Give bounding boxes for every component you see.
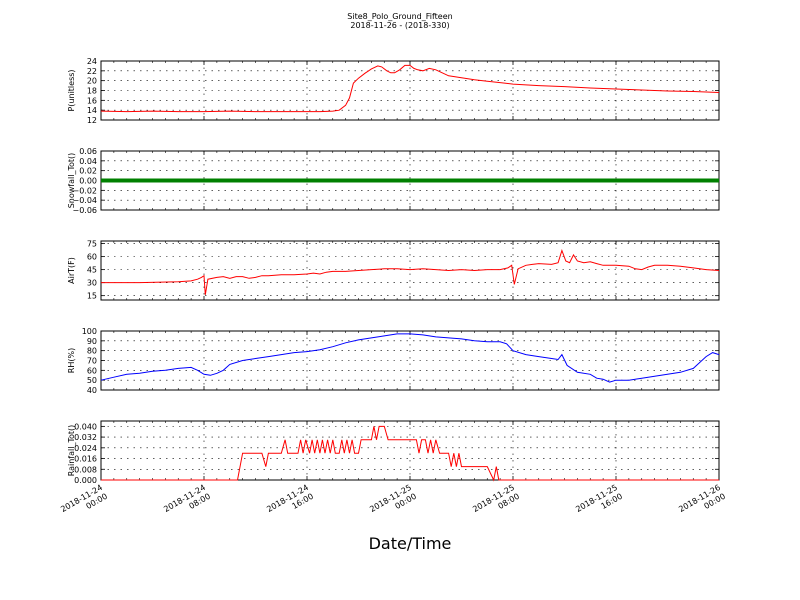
y-tick-label: 0.00: [79, 177, 97, 186]
y-tick-label: 20: [87, 77, 97, 86]
y-tick-label: 0.040: [74, 422, 97, 431]
y-tick-label: 0.016: [74, 455, 97, 464]
y-tick-label: 50: [87, 376, 97, 385]
x-tick-label: 2018-11-2500:00: [368, 483, 418, 523]
x-tick-label: 2018-11-2416:00: [265, 483, 315, 523]
y-tick-label: 80: [87, 347, 97, 356]
y-tick-label: 24: [87, 57, 97, 66]
y-tick-label: 0.02: [79, 167, 97, 176]
y-axis-label: P(unitless): [67, 69, 76, 111]
x-tick-label: 2018-11-2516:00: [574, 483, 624, 523]
y-axis-label: Snowfall_Tot(): [67, 153, 76, 209]
y-tick-label: 0.000: [74, 476, 97, 485]
chart-subtitle: 2018-11-26 - (2018-330): [350, 21, 450, 30]
y-tick-label: 18: [87, 87, 97, 96]
y-tick-label: −0.04: [72, 196, 97, 205]
chart-title: Site8_Polo_Ground_Fifteen: [347, 12, 453, 21]
x-tick-label: 2018-11-2600:00: [677, 483, 727, 523]
y-tick-label: 0.032: [74, 433, 97, 442]
y-tick-label: 75: [87, 240, 97, 249]
y-tick-label: 15: [87, 292, 97, 301]
x-axis-label: Date/Time: [368, 534, 452, 553]
panel-frame: [100, 60, 720, 121]
y-tick-label: −0.02: [72, 186, 97, 195]
y-tick-label: 14: [87, 106, 97, 115]
series-line: [100, 333, 720, 383]
panel-frame: [100, 420, 720, 481]
y-tick-label: 0.008: [74, 465, 97, 474]
y-tick-label: 0.04: [79, 157, 97, 166]
y-axis-label: Rainfall_Tot(): [67, 425, 76, 477]
series-line: [101, 248, 720, 295]
y-tick-label: 12: [87, 116, 97, 125]
y-tick-label: 60: [87, 253, 97, 262]
series-line: [101, 425, 719, 482]
y-tick-label: 40: [87, 386, 97, 395]
panel-frame: [100, 330, 720, 391]
x-tick-label: 2018-11-2408:00: [162, 483, 212, 523]
series-line: [100, 64, 720, 113]
y-axis-label: RH(%): [67, 348, 76, 373]
y-tick-label: 22: [87, 67, 97, 76]
y-tick-label: 60: [87, 366, 97, 375]
y-tick-label: 0.024: [74, 444, 97, 453]
y-tick-label: 100: [82, 327, 97, 336]
y-tick-label: −0.06: [72, 206, 97, 215]
x-tick-label: 2018-11-2508:00: [471, 483, 521, 523]
y-tick-label: 30: [87, 279, 97, 288]
y-tick-label: 90: [87, 337, 97, 346]
y-tick-label: 0.06: [79, 147, 97, 156]
y-tick-label: 16: [87, 96, 97, 105]
y-tick-label: 70: [87, 357, 97, 366]
x-tick-label: 2018-11-2400:00: [59, 483, 109, 523]
y-tick-label: 45: [87, 266, 97, 275]
y-axis-label: AirT(F): [67, 257, 76, 284]
panel-frame: [100, 240, 720, 301]
